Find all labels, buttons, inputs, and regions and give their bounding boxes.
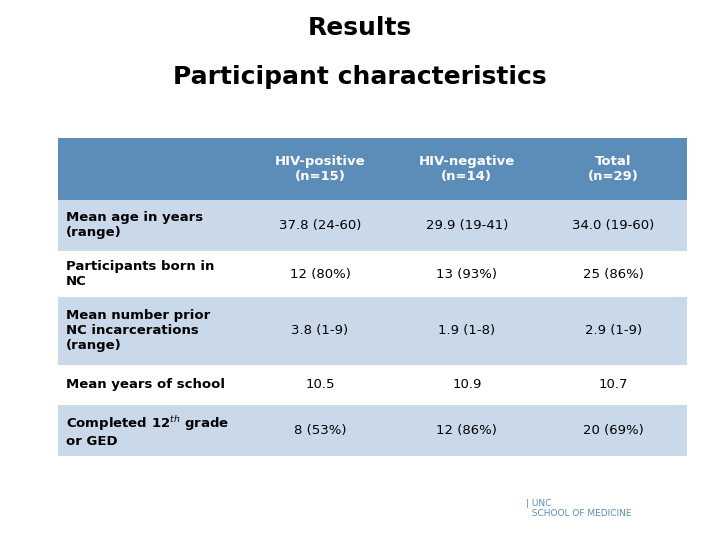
Text: Total
(n=29): Total (n=29) [588, 155, 639, 183]
Text: 2.9 (1-9): 2.9 (1-9) [585, 324, 642, 338]
Text: 13 (93%): 13 (93%) [436, 267, 498, 281]
Text: 3.8 (1-9): 3.8 (1-9) [292, 324, 348, 338]
Text: HIV-negative
(n=14): HIV-negative (n=14) [418, 155, 515, 183]
Text: 10.7: 10.7 [599, 378, 629, 392]
Text: 25 (86%): 25 (86%) [583, 267, 644, 281]
Text: 10.9: 10.9 [452, 378, 482, 392]
Text: Mean years of school: Mean years of school [66, 378, 225, 392]
Text: | UNC
  SCHOOL OF MEDICINE: | UNC SCHOOL OF MEDICINE [526, 499, 631, 518]
Text: 1.9 (1-8): 1.9 (1-8) [438, 324, 495, 338]
Text: 12 (86%): 12 (86%) [436, 424, 498, 437]
Text: Completed 12$^{th}$ grade
or GED: Completed 12$^{th}$ grade or GED [66, 414, 229, 448]
Text: 8 (53%): 8 (53%) [294, 424, 346, 437]
Text: Mean age in years
(range): Mean age in years (range) [66, 212, 203, 239]
Text: HIV-positive
(n=15): HIV-positive (n=15) [275, 155, 365, 183]
Text: Participant characteristics: Participant characteristics [174, 65, 546, 89]
Text: 10.5: 10.5 [305, 378, 335, 392]
Text: Participants born in
NC: Participants born in NC [66, 260, 215, 288]
Text: 34.0 (19-60): 34.0 (19-60) [572, 219, 654, 232]
Text: 20 (69%): 20 (69%) [583, 424, 644, 437]
Text: 12 (80%): 12 (80%) [289, 267, 351, 281]
Text: Results: Results [308, 16, 412, 40]
Text: 37.8 (24-60): 37.8 (24-60) [279, 219, 361, 232]
Text: 29.9 (19-41): 29.9 (19-41) [426, 219, 508, 232]
Text: Mean number prior
NC incarcerations
(range): Mean number prior NC incarcerations (ran… [66, 309, 210, 352]
